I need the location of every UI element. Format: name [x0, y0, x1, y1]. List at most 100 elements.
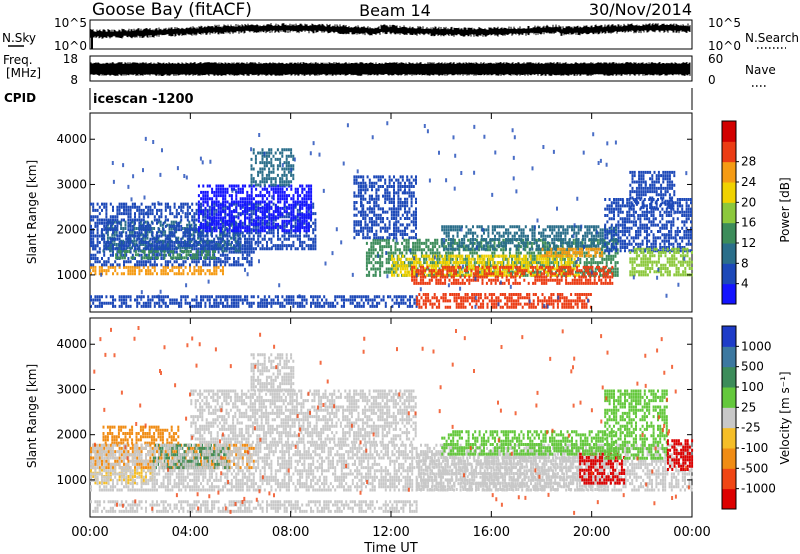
- noise-right-tick-top: 10^5: [708, 16, 741, 30]
- noise-right-tick-bottom: 10^0: [708, 39, 741, 53]
- data-band-5: [190, 389, 417, 444]
- power-y-axis-label: Slant Range [km]: [25, 160, 39, 264]
- cpid-value: icescan -1200: [93, 92, 194, 107]
- power-y-ticks: 1000 2000 3000 4000: [56, 132, 692, 282]
- frequency-trace: [90, 62, 691, 76]
- date-title: 30/Nov/2014: [589, 0, 692, 19]
- noise-right-label: N.Search: [745, 31, 799, 45]
- x-tick-label: 00:00: [673, 525, 710, 540]
- y-tick-label: 1000: [56, 473, 87, 487]
- colorbar-swatch: [722, 468, 736, 490]
- data-band-13: [541, 247, 603, 258]
- colorbar-swatch: [722, 488, 736, 510]
- noise-left-tick-top: 10^5: [54, 16, 87, 30]
- y-tick-label: 4000: [56, 337, 87, 351]
- colorbar-tick-label: 16: [741, 216, 756, 230]
- colorbar-swatch: [722, 448, 736, 469]
- noise-left-label: N.Sky: [2, 31, 36, 45]
- colorbar-swatch: [722, 387, 736, 408]
- colorbar-swatch: [722, 263, 736, 285]
- data-band-8: [579, 452, 626, 485]
- velocity-y-ticks: 1000 2000 3000 4000: [56, 337, 692, 487]
- nave-label: Nave: [745, 63, 776, 77]
- colorbar-tick-label: -100: [741, 441, 768, 455]
- noise-trace: [90, 23, 691, 49]
- power-colorbar-label: Power [dB]: [778, 177, 792, 242]
- time-x-ticks: 00:00 04:00 08:00 12:00 16:00 20:00 00:00: [71, 113, 711, 540]
- data-band-1: [152, 443, 230, 470]
- data-band-10: [411, 265, 614, 285]
- data-band-7: [90, 295, 418, 308]
- colorbar-swatch: [722, 182, 736, 203]
- colorbar-frame: [721, 325, 737, 510]
- frequency-label-line2: [MHz]: [6, 66, 41, 80]
- colorbar-swatch: [722, 407, 736, 429]
- frequency-tick-bottom: 8: [70, 73, 78, 87]
- beam-title: Beam 14: [359, 1, 431, 20]
- noise-panel: N.Sky 10^5 10^0 10^5 10^0 N.Search: [2, 16, 799, 53]
- data-band-2: [102, 425, 180, 445]
- colorbar-tick-label: 100: [741, 380, 764, 394]
- colorbar-tick-label: -1000: [741, 482, 776, 496]
- y-tick-label: 4000: [56, 132, 87, 146]
- colorbar-swatch: [722, 427, 736, 449]
- data-band-3: [115, 250, 217, 260]
- colorbar-tick-label: 1000: [741, 339, 772, 353]
- colorbar-tick-label: 25: [741, 400, 756, 414]
- velocity-y-axis-label: Slant Range [km]: [25, 364, 39, 468]
- noise-left-tick-bottom: 10^0: [54, 39, 87, 53]
- frequency-tick-top: 18: [63, 52, 78, 66]
- frequency-panel: Freq. [MHz] 18 8 60 0 Nave: [3, 52, 776, 87]
- time-axis-label: Time UT: [363, 541, 417, 554]
- colorbar-frame: [721, 120, 737, 305]
- data-band-9: [604, 389, 668, 460]
- colorbar-tick-label: -25: [741, 421, 761, 435]
- data-band-12: [90, 500, 418, 513]
- colorbar-tick-label: 500: [741, 360, 764, 374]
- cpid-panel: CPID icescan -1200: [4, 88, 693, 110]
- x-tick-label: 08:00: [272, 525, 309, 540]
- velocity-colorbar: -1000 -500 -100 -25 25 100 500 1000: [721, 325, 776, 510]
- power-colorbar: 4 8 12 16 20 24 28: [721, 120, 756, 305]
- y-tick-label: 3000: [56, 382, 87, 396]
- colorbar-tick-label: 28: [741, 155, 756, 169]
- colorbar-tick-label: 12: [741, 236, 756, 250]
- colorbar-swatch: [722, 243, 736, 264]
- power-panel: 1000 2000 3000 4000 Slant Range [km] 4 8 12 16…: [25, 112, 792, 313]
- x-tick-label: 00:00: [71, 525, 108, 540]
- y-tick-label: 1000: [56, 268, 87, 282]
- data-band-16: [629, 247, 693, 277]
- colorbar-swatch: [722, 283, 736, 305]
- x-tick-label: 12:00: [372, 525, 409, 540]
- colorbar-tick-label: 8: [741, 256, 749, 270]
- colorbar-swatch: [722, 161, 736, 183]
- station-title: Goose Bay (fitACF): [92, 0, 252, 20]
- velocity-data-cells: [90, 326, 694, 515]
- nave-tick-bottom: 0: [708, 73, 716, 87]
- nave-tick-top: 60: [708, 52, 723, 66]
- colorbar-swatch: [722, 222, 736, 244]
- colorbar-tick-label: -500: [741, 461, 768, 475]
- colorbar-swatch: [722, 202, 736, 224]
- colorbar-swatch: [722, 346, 736, 368]
- colorbar-swatch: [722, 366, 736, 388]
- frequency-label-line1: Freq.: [3, 53, 33, 67]
- colorbar-swatch: [722, 121, 736, 142]
- x-tick-label: 16:00: [473, 525, 510, 540]
- data-band-5: [197, 184, 313, 233]
- y-tick-label: 2000: [56, 428, 87, 442]
- velocity-colorbar-label: Velocity [m s⁻¹]: [778, 371, 792, 464]
- frequency-line: [90, 62, 691, 76]
- x-tick-label: 20:00: [573, 525, 610, 540]
- colorbar-tick-label: 4: [741, 277, 749, 291]
- y-tick-label: 3000: [56, 177, 87, 191]
- x-tick-label: 04:00: [172, 525, 209, 540]
- colorbar-tick-label: 20: [741, 195, 756, 209]
- data-band-0: [90, 265, 224, 276]
- colorbar-tick-label: 24: [741, 175, 756, 189]
- power-data-cells: [90, 121, 693, 309]
- colorbar-swatch: [722, 141, 736, 163]
- cpid-label: CPID: [4, 91, 36, 105]
